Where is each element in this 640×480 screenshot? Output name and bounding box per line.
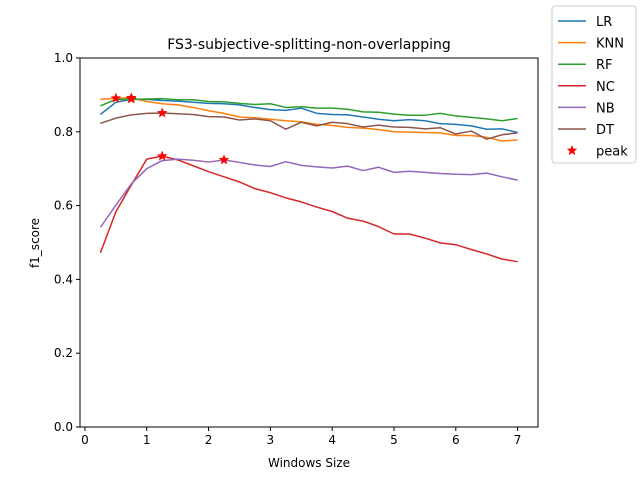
legend-swatch-peak <box>566 144 578 156</box>
peak-marker <box>218 154 230 165</box>
x-tick-label: 5 <box>390 433 398 447</box>
plot-lines <box>99 97 518 263</box>
legend-label-nc: NC <box>596 80 615 95</box>
x-tick-label: 4 <box>328 433 336 447</box>
legend-label-lr: LR <box>596 15 612 30</box>
legend-label-dt: DT <box>596 123 614 138</box>
peak-marker <box>156 150 168 161</box>
legend-frame <box>551 5 637 164</box>
y-tick-label: 0.6 <box>54 199 73 213</box>
series-line-rf <box>100 97 518 122</box>
y-tick-label: 0.8 <box>54 125 73 139</box>
legend-label-nb: NB <box>596 101 615 116</box>
series-line-knn <box>100 97 518 142</box>
y-tick-label: 0.2 <box>54 346 73 360</box>
x-axis: 0 1 2 3 4 5 6 7 <box>81 427 521 447</box>
series-line-nc <box>99 155 518 263</box>
y-tick-label: 1.0 <box>54 51 73 65</box>
legend-label-knn: KNN <box>596 37 624 52</box>
legend-label-peak: peak <box>596 145 628 160</box>
peak-marker <box>156 107 168 118</box>
peak-marker <box>125 93 137 104</box>
legend: LR KNN RF NC NB DT peak <box>551 5 637 164</box>
x-tick-label: 6 <box>452 433 460 447</box>
x-axis-label: Windows Size <box>268 456 350 470</box>
y-tick-label: 0.4 <box>54 272 73 286</box>
x-tick-label: 7 <box>514 433 522 447</box>
y-axis-label: f1_score <box>28 218 42 268</box>
x-tick-label: 3 <box>267 433 275 447</box>
axes-frame <box>79 57 539 428</box>
series-line-nb <box>99 158 518 228</box>
x-tick-label: 2 <box>205 433 213 447</box>
legend-label-rf: RF <box>596 58 613 73</box>
x-tick-label: 1 <box>143 433 151 447</box>
y-tick-label: 0.0 <box>54 420 73 434</box>
series-line-dt <box>100 112 518 140</box>
y-axis: 0.0 0.2 0.4 0.6 0.8 1.0 <box>54 51 80 434</box>
x-tick-label: 0 <box>81 433 89 447</box>
chart-title: FS3-subjective-splitting-non-overlapping <box>167 37 451 53</box>
series-line-lr <box>99 98 518 134</box>
peak-markers <box>110 92 230 165</box>
peak-marker <box>110 92 122 103</box>
